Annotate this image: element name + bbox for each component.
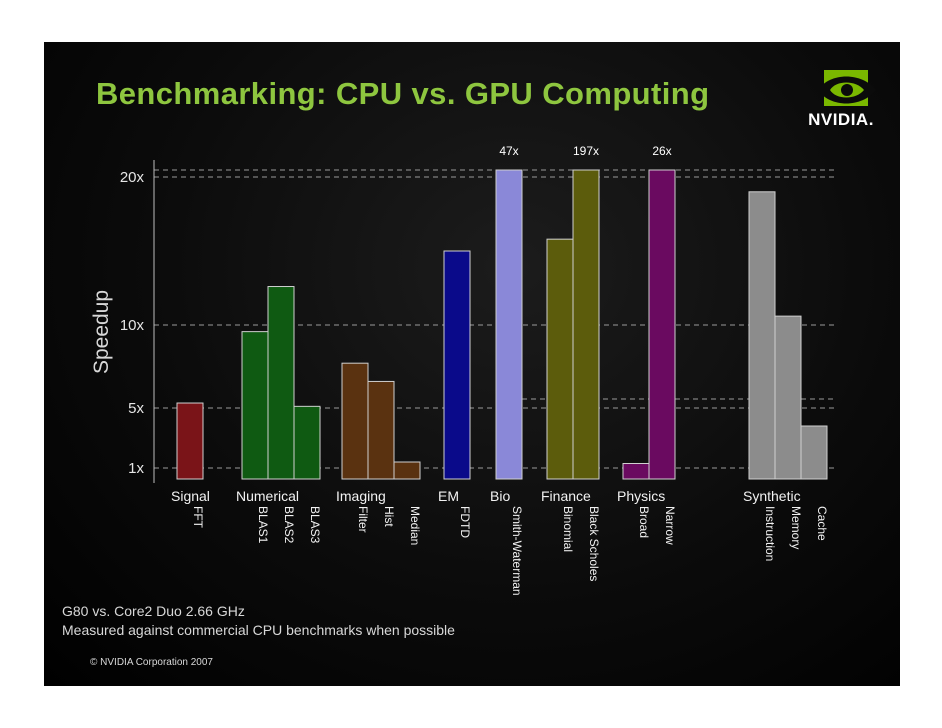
group-label: Numerical	[236, 488, 299, 504]
nvidia-logo-text: NVIDIA.	[808, 110, 874, 129]
bar	[495, 169, 523, 480]
group-label: Finance	[541, 488, 591, 504]
copyright-notice: © NVIDIA Corporation 2007	[90, 657, 213, 668]
bar-label: Smith-Waterman	[510, 506, 524, 596]
bar-annotation: 47x	[499, 144, 518, 158]
nvidia-eye-icon	[818, 70, 876, 106]
bar	[648, 169, 676, 480]
bar	[546, 238, 574, 480]
bar	[393, 461, 421, 480]
bar-label: Narrow	[663, 506, 677, 545]
bar-label: Broad	[637, 506, 651, 538]
bar-label: BLAS1	[256, 506, 270, 544]
bar-label: Filter	[356, 506, 370, 533]
bar	[622, 463, 650, 480]
speedup-chart: 1x 5x 10x 20x Speedup Signal FFT Numerical BLAS1…	[90, 144, 834, 596]
slide: Benchmarking: CPU vs. GPU Computing NVID…	[44, 42, 900, 686]
slide-title: Benchmarking: CPU vs. GPU Computing	[96, 76, 710, 111]
bar	[748, 191, 776, 480]
bar-annotation: 26x	[652, 144, 671, 158]
bar	[367, 380, 395, 480]
bar	[443, 250, 471, 480]
bar-label: Binomial	[561, 506, 575, 552]
y-tick-label: 5x	[128, 400, 144, 417]
bar	[176, 402, 204, 480]
group-label: Bio	[490, 488, 510, 504]
bar-label: Instruction	[763, 506, 777, 561]
bar-label: Cache	[815, 506, 829, 541]
y-tick-label: 20x	[120, 169, 145, 186]
y-axis-title: Speedup	[90, 290, 113, 374]
bar-label: FDTD	[458, 506, 472, 538]
bar	[800, 425, 828, 480]
bar	[267, 286, 295, 480]
footnote-hardware: G80 vs. Core2 Duo 2.66 GHz	[62, 603, 245, 619]
group-label: EM	[438, 488, 459, 504]
group-label: Imaging	[336, 488, 386, 504]
bar	[774, 315, 802, 480]
bar	[241, 331, 269, 480]
group-label: Synthetic	[743, 488, 801, 504]
footnote-methodology: Measured against commercial CPU benchmar…	[62, 622, 455, 638]
bar-label: Memory	[789, 506, 803, 549]
bar	[293, 405, 321, 480]
bar-annotation: 197x	[573, 144, 599, 158]
bar-label: Black Scholes	[587, 506, 601, 581]
group-label: Physics	[617, 488, 665, 504]
group-label: Signal	[171, 488, 210, 504]
y-tick-label: 10x	[120, 317, 145, 334]
bar-label: FFT	[191, 506, 205, 529]
bar	[341, 362, 369, 480]
bar-label: BLAS3	[308, 506, 322, 544]
bar-label: BLAS2	[282, 506, 296, 544]
bar	[572, 169, 600, 480]
bar-label: Median	[408, 506, 422, 545]
bar-label: Hist	[382, 506, 396, 527]
y-tick-label: 1x	[128, 460, 144, 477]
